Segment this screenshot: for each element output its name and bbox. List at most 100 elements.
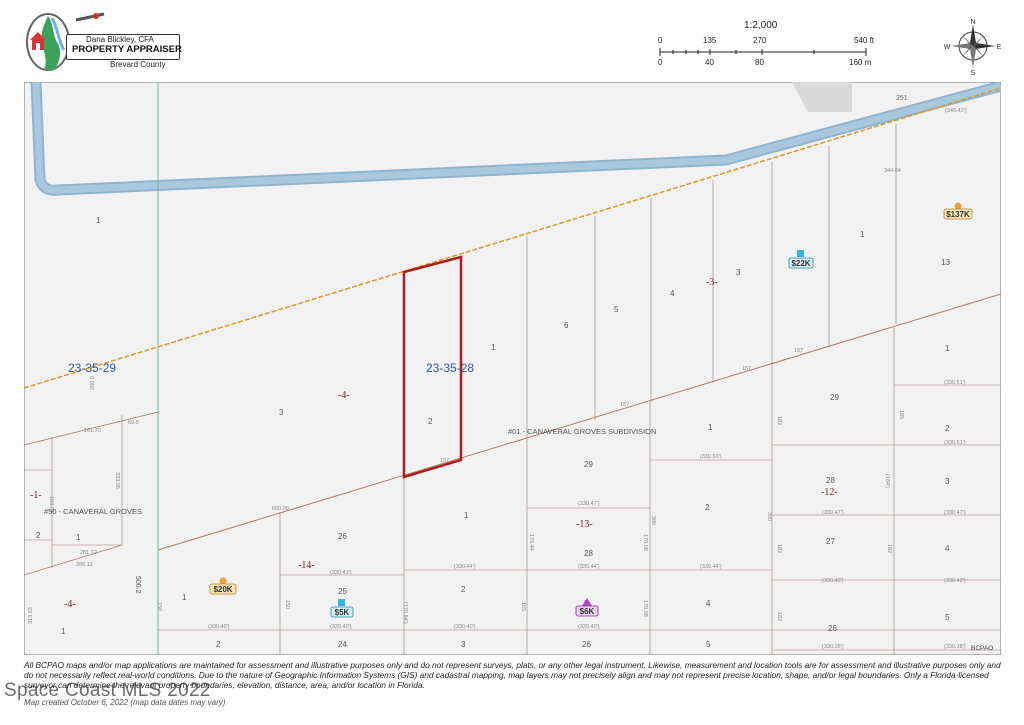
lot-number: 24 <box>338 640 347 649</box>
lot-number: 1 <box>96 216 101 225</box>
dimension-label: (330.38') <box>944 644 966 650</box>
lot-number: 13 <box>941 258 950 267</box>
lot-number: 6 <box>564 321 569 330</box>
dimension-label: (346.42') <box>945 108 967 114</box>
lot-number: 3 <box>279 408 284 417</box>
scale-ft-0: 0 <box>658 36 663 45</box>
lot-number: 1 <box>76 533 81 542</box>
scale-m-40: 40 <box>705 58 714 67</box>
price-label: $6K <box>580 607 595 616</box>
block-label: -3- <box>706 277 718 288</box>
dimension-label: 157 <box>742 366 751 372</box>
price-marker[interactable]: $137K <box>943 202 973 220</box>
scale-ft-540: 540 ft <box>854 36 875 45</box>
dimension-label: 170.08 <box>642 600 648 617</box>
dimension-label: 313.63 <box>28 607 34 624</box>
price-label: $20K <box>213 585 232 594</box>
lot-number: 5 <box>614 305 619 314</box>
lot-number: 2 <box>461 585 466 594</box>
county-name: Brevard County <box>110 60 166 69</box>
dimension-label: 333.95 <box>114 472 120 489</box>
lot-number: 2 <box>705 503 710 512</box>
price-label: $22K <box>791 259 810 268</box>
lot-number: 4 <box>706 599 711 608</box>
compass-n: N <box>970 19 975 26</box>
scale-ft-270: 270 <box>753 36 767 45</box>
selected-parcel[interactable] <box>402 255 463 479</box>
lot-number: 26 <box>338 532 347 541</box>
scale-m-0: 0 <box>658 58 663 67</box>
dimension-label: (330.40') <box>208 624 230 630</box>
dimension-label: (330.51') <box>944 380 966 386</box>
lot-number: 2 <box>428 417 433 426</box>
dimension-label: 60.0 <box>128 420 139 426</box>
lot-number: 1 <box>708 423 713 432</box>
lot-number: 28 <box>826 476 835 485</box>
lot-number: 3 <box>461 640 466 649</box>
section-label-29: 23-35-29 <box>68 361 116 375</box>
logo-frame <box>66 34 180 60</box>
price-marker[interactable]: $6K <box>575 598 599 617</box>
block-label: -1- <box>30 490 42 501</box>
house-icon <box>30 32 46 50</box>
compass-s: S <box>971 70 976 76</box>
dimension-label: (330.44') <box>700 564 722 570</box>
dimension-label: 182 <box>776 544 782 553</box>
dimension-label: 155 <box>520 602 526 611</box>
dimension-label: (330.38') <box>822 644 844 650</box>
subdivision-road <box>157 293 1001 551</box>
lot-number: 1 <box>945 344 950 353</box>
dimension-label: (330.44') <box>578 564 600 570</box>
lot-number: 2 <box>36 531 41 540</box>
subdivision-label-50: #50 - CANAVERAL GROVES <box>44 507 142 516</box>
parcel-map[interactable]: 23-35-29 23-35-28 #01 - CANAVERAL GROVES… <box>24 82 1001 655</box>
lot-number: 1 <box>464 511 469 520</box>
dimension-label: (330.43') <box>822 578 844 584</box>
dimension-label: 176.44 <box>528 534 534 551</box>
dimension-label: 286.12 <box>76 562 93 568</box>
dimension-label: 300 <box>766 512 772 521</box>
compass-w: W <box>944 44 951 51</box>
dimension-label: 157 <box>620 402 629 408</box>
dimension-label: (330.44') <box>454 564 476 570</box>
dimension-label: (330.43') <box>330 570 352 576</box>
dimension-label: 200.0 <box>90 376 96 390</box>
dimension-label: (330.40') <box>330 624 352 630</box>
lot-number: 27 <box>826 537 835 546</box>
price-marker[interactable]: $20K <box>209 577 237 595</box>
road-width-label: 500.2 <box>134 576 141 594</box>
dimension-label: 344.64 <box>884 168 901 174</box>
block-label: -14- <box>298 560 315 571</box>
lot-number: 1 <box>61 627 66 636</box>
dimension-label: 182 <box>776 612 782 621</box>
dimension-label: (330.47') <box>944 510 966 516</box>
dimension-label: 600.00 <box>272 506 289 512</box>
scale-ft-135: 135 <box>703 36 717 45</box>
dimension-label: (170.84') <box>402 602 408 624</box>
scale-m-80: 80 <box>755 58 764 67</box>
lot-number: 26 <box>582 640 591 649</box>
price-label: $5K <box>335 608 350 617</box>
dimension-label: 182 <box>776 416 782 425</box>
lot-number: 1 <box>182 593 187 602</box>
scale-bar: 0 135 270 540 ft 0 40 80 160 m <box>650 34 890 70</box>
lot-number: 5 <box>945 613 950 622</box>
lot-number: 28 <box>584 549 593 558</box>
lot-number: 2 <box>945 424 950 433</box>
price-label: $137K <box>946 210 970 219</box>
lot-number: 3 <box>736 268 741 277</box>
price-marker[interactable]: $5K <box>330 599 354 618</box>
dimension-label: 185 <box>898 410 904 419</box>
lot-number: 25 <box>338 587 347 596</box>
lot-number: 29 <box>584 460 593 469</box>
north-arrow-compass-icon: N E S W <box>944 19 1002 76</box>
dimension-label: (330.47') <box>822 510 844 516</box>
block-label: -13- <box>576 519 593 530</box>
dimension-label: 157 <box>794 348 803 354</box>
lot-number: 3 <box>945 477 950 486</box>
block-label: -4- <box>64 599 76 610</box>
dimension-label: 300 <box>650 516 656 525</box>
dimension-label: 157 <box>440 458 449 464</box>
dimension-label: (330.47') <box>578 501 600 507</box>
price-marker[interactable]: $22K <box>788 250 814 269</box>
